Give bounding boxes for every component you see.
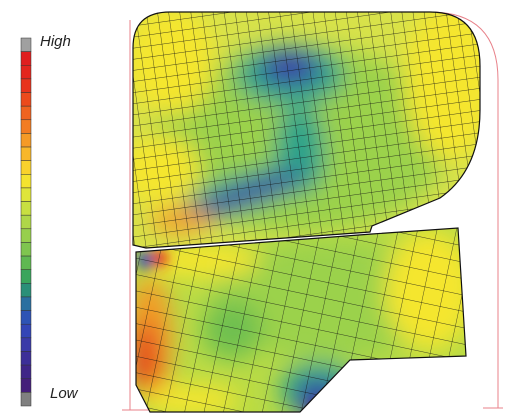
legend-segment	[20, 310, 32, 325]
legend-segment	[20, 51, 32, 66]
legend-segment	[20, 337, 32, 352]
legend-high-label: High	[40, 33, 71, 50]
legend-segment	[20, 187, 32, 202]
legend-segment	[20, 105, 32, 121]
legend-segment	[20, 392, 32, 407]
domain-boundary-outline	[122, 11, 503, 411]
legend-segment	[20, 174, 32, 189]
legend-segment	[20, 255, 32, 270]
legend-segment	[20, 323, 32, 339]
legend-segment	[20, 364, 32, 379]
legend-segment	[20, 65, 32, 80]
legend-segment	[20, 214, 32, 230]
legend-segment	[20, 78, 32, 93]
legend-segment	[20, 37, 32, 52]
legend-segment	[20, 378, 32, 393]
color-legend-bar	[20, 37, 32, 407]
legend-segment	[20, 228, 32, 243]
legend-low-label: Low	[50, 385, 78, 402]
legend-segment	[20, 146, 32, 161]
legend-segment	[20, 119, 32, 134]
legend-segment	[20, 351, 32, 366]
legend-segment	[20, 92, 32, 107]
legend-segment	[20, 201, 32, 216]
lower-mesh-region	[136, 228, 466, 412]
legend-segment	[20, 133, 32, 148]
lower-region-outline	[135, 227, 467, 413]
legend-segment	[20, 242, 32, 257]
legend-segment	[20, 283, 32, 298]
legend-segment	[20, 296, 32, 311]
upper-mesh-region	[133, 12, 480, 248]
upper-region-outline	[132, 11, 481, 249]
legend-segment	[20, 160, 32, 175]
legend-segment	[20, 269, 32, 284]
